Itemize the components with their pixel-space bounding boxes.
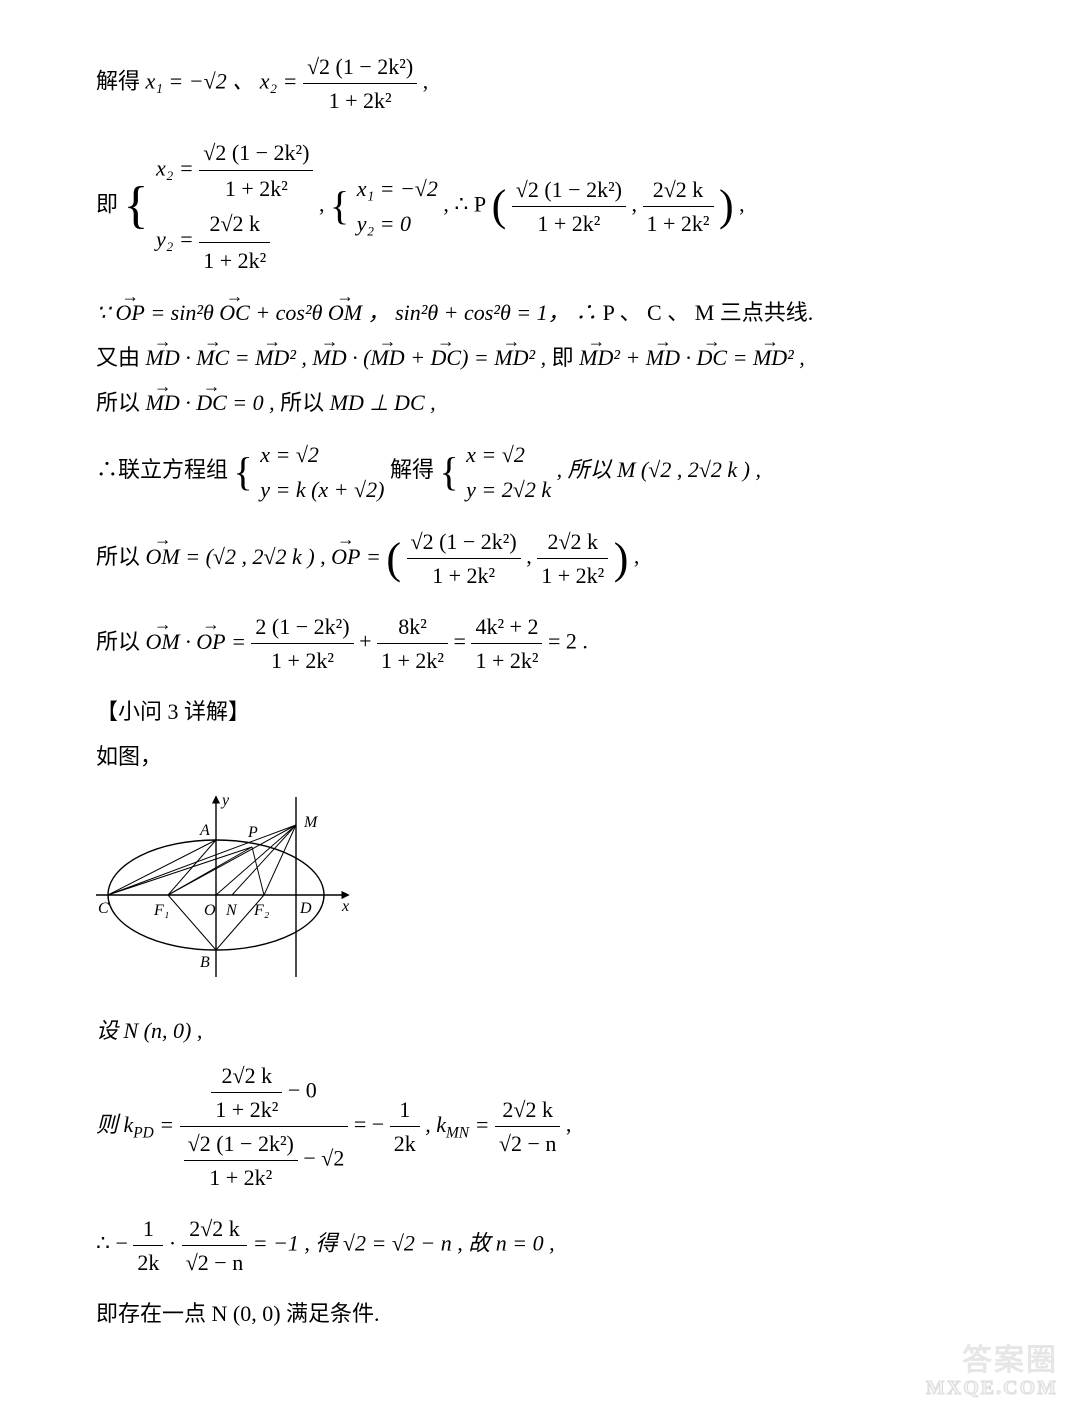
tail: ,: [423, 69, 429, 94]
watermark-bottom: MXQE.COM: [926, 1377, 1058, 1399]
md-mc-line: 又由 MD · MC = MD² , MD · (MD + DC) = MD² …: [96, 341, 984, 374]
watermark: 答案圈 MXQE.COM: [926, 1344, 1058, 1399]
product-eq-line: ∴ − 12k · 2√2 k√2 − n = −1 , 得 √2 = √2 −…: [96, 1212, 984, 1279]
figure-intro: 如图，: [96, 740, 984, 773]
svg-text:F₁: F₁: [153, 902, 169, 919]
svg-text:x: x: [341, 898, 349, 915]
svg-text:O: O: [204, 902, 216, 919]
ellipse-figure: y x A P M C F₁ ON F₂ D B: [96, 785, 984, 1000]
paren-icon: ): [719, 184, 734, 228]
prefix: 即: [96, 191, 124, 216]
svg-text:F₂: F₂: [253, 902, 270, 919]
brace-icon: {: [234, 452, 253, 492]
svg-text:D: D: [299, 900, 312, 917]
paren-icon: (: [492, 184, 507, 228]
paren-icon: ): [614, 537, 629, 581]
OM-dot-OP-line: 所以 OM · OP = 2 (1 − 2k²)1 + 2k² + 8k²1 +…: [96, 610, 984, 677]
paren-icon: (: [386, 537, 401, 581]
section-header: 【小问 3 详解】: [96, 695, 984, 728]
text: 解得: [96, 69, 146, 94]
system-a: x₂ = √2 (1 − 2k²)1 + 2k² y₂ = 2√2 k1 + 2…: [156, 135, 314, 278]
collinear-line: ∵ OP = sin²θ OC + cos²θ OM ， sin²θ + cos…: [96, 296, 984, 329]
solve-x1x2-line: 解得 x₁ = −√2 、 x₂ = √2 (1 − 2k²) 1 + 2k² …: [96, 50, 984, 117]
svg-text:B: B: [200, 954, 210, 971]
svg-text:C: C: [98, 900, 109, 917]
system-and-P-line: 即 { x₂ = √2 (1 − 2k²)1 + 2k² y₂ = 2√2 k1…: [96, 135, 984, 278]
svg-text:A: A: [199, 822, 210, 839]
svg-text:P: P: [247, 824, 258, 841]
md-perp-line: 所以 MD · DC = 0 , 所以 MD ⊥ DC ,: [96, 386, 984, 419]
system-b: x₁ = −√2 y₂ = 0: [357, 171, 438, 241]
svg-text:M: M: [303, 814, 319, 831]
svg-text:y: y: [220, 792, 230, 809]
svg-text:N: N: [225, 902, 238, 919]
brace-icon: {: [330, 186, 349, 226]
x2-eq-lhs: x₂ =: [260, 69, 303, 94]
solve-system-M-line: ∴联立方程组 { x = √2 y = k (x + √2) 解得 { x = …: [96, 437, 984, 507]
brace-icon: {: [124, 180, 149, 232]
big-frac: 2√2 k1 + 2k² − 0 √2 (1 − 2k²)1 + 2k² − √…: [180, 1059, 349, 1194]
kPD-kMN-line: 则 kPD = 2√2 k1 + 2k² − 0 √2 (1 − 2k²)1 +…: [96, 1059, 984, 1194]
brace-icon: {: [439, 452, 458, 492]
x2-frac: √2 (1 − 2k²) 1 + 2k²: [303, 50, 417, 117]
let-N-line: 设 N (n, 0) ,: [96, 1014, 984, 1047]
x1-eq: x₁ = −√2 、: [146, 69, 255, 94]
watermark-top: 答案圈: [926, 1344, 1058, 1377]
ellipse-svg: y x A P M C F₁ ON F₂ D B: [96, 785, 356, 995]
OM-OP-coords-line: 所以 OM = (√2 , 2√2 k ) , OP = ( √2 (1 − 2…: [96, 525, 984, 592]
conclusion-line: 即存在一点 N (0, 0) 满足条件.: [96, 1297, 984, 1330]
page: 解得 x₁ = −√2 、 x₂ = √2 (1 − 2k²) 1 + 2k² …: [0, 0, 1080, 1411]
